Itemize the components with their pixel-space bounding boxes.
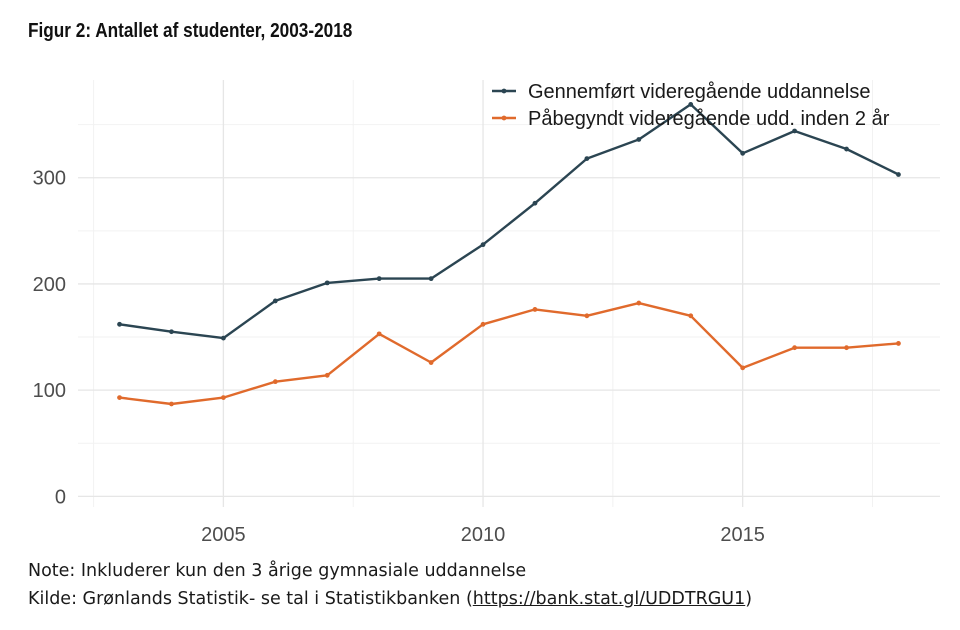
x-tick-label: 2005 [201,524,246,546]
data-point [792,128,798,134]
x-tick-label: 2010 [461,524,506,546]
legend-label: Påbegyndt videregående udd. inden 2 år [528,108,890,130]
legend-key-point [501,88,507,94]
data-point [169,401,174,407]
data-point [324,372,330,378]
data-point [117,321,122,327]
data-point [636,300,642,306]
data-point [740,365,746,371]
legend-key-point [501,115,507,121]
data-point [844,345,849,351]
data-point [532,307,538,312]
data-point [324,280,330,286]
data-point [428,276,434,282]
data-point [688,102,694,107]
data-point [480,321,486,327]
legend-item-2: Påbegyndt videregående udd. inden 2 år [492,108,890,130]
data-point [584,156,590,162]
y-tick-label: 200 [33,274,66,296]
data-point [220,395,226,400]
data-point [584,313,590,319]
series-line [119,103,900,340]
data-point [220,335,226,341]
x-tick-label: 2015 [720,524,765,546]
data-point [532,200,538,206]
series-lines [117,102,901,407]
data-point [636,137,642,142]
data-point [428,360,434,365]
legend-label: Gennemført videregående uddannelse [528,81,870,103]
data-point [272,298,278,304]
data-point [376,331,382,337]
data-point [272,379,278,385]
figure-title: Figur 2: Antallet af studenter, 2003-201… [28,20,353,42]
line-chart: 0 100 200 300 2005 2010 2015 Gennemført vider… [33,80,940,546]
data-point [480,242,486,248]
y-tick-label: 300 [33,168,66,190]
series-1 [117,102,901,341]
data-point [169,329,174,335]
footer-source-prefix: Kilde: Grønlands Statistik- se tal i Sta… [28,589,473,609]
data-point [740,150,746,156]
data-point [896,172,901,177]
x-axis-ticks: 2005 2010 2015 [201,524,765,546]
data-point [792,345,798,351]
series-2 [117,300,901,407]
data-point [844,146,849,152]
y-tick-label: 0 [55,486,66,508]
y-tick-label: 100 [33,380,66,402]
footer-source-suffix: ) [745,589,753,609]
y-axis-ticks: 0 100 200 300 [33,168,66,509]
footer: Note: Inkluderer kun den 3 årige gymnasi… [28,557,752,613]
footer-source: Kilde: Grønlands Statistik- se tal i Sta… [28,585,752,613]
footer-note: Note: Inkluderer kun den 3 årige gymnasi… [28,561,527,581]
data-point [376,276,382,282]
legend: Gennemført videregående uddannelse Påbegy… [492,81,890,130]
source-link[interactable]: https://bank.stat.gl/UDDTRGU1 [472,589,746,609]
legend-item-1: Gennemført videregående uddannelse [492,81,870,103]
data-point [688,313,694,319]
data-point [117,395,122,400]
grid [78,80,940,507]
data-point [896,341,901,346]
series-line [119,301,899,406]
